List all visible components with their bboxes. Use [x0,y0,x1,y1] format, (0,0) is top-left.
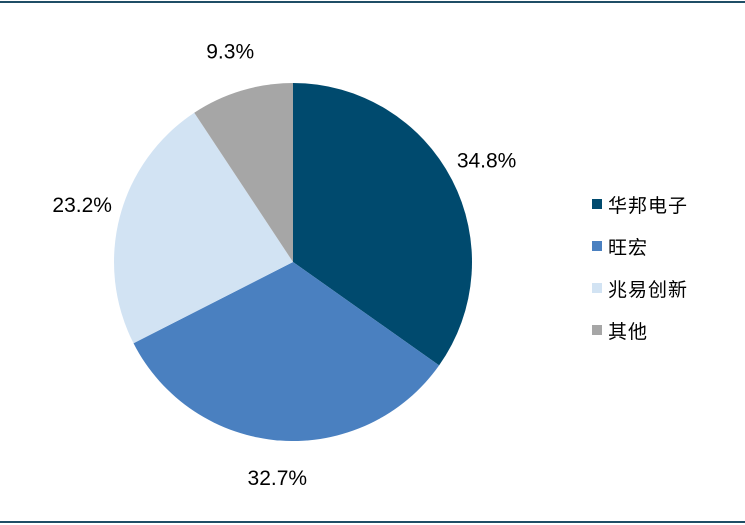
pie-slice-gigadevice [114,112,293,344]
legend-item-winbond: 华邦电子 [592,183,742,225]
pie-slice-macronix [133,262,440,441]
pie-value-label-winbond: 34.8% [457,149,517,172]
top-rule [0,1,745,3]
legend-swatch-winbond [592,199,602,209]
legend: 华邦电子 旺宏 兆易创新 其他 [592,183,742,351]
legend-item-macronix: 旺宏 [592,225,742,267]
legend-swatch-gigadevice [592,283,602,293]
bottom-rule [0,521,745,523]
legend-swatch-macronix [592,241,602,251]
pie-value-labels: 34.8% 32.7% 23.2% 9.3% [52,41,516,490]
pie-slice-others [194,83,293,262]
legend-label-winbond: 华邦电子 [608,194,689,217]
pie-slice-winbond [293,83,472,366]
legend-item-gigadevice: 兆易创新 [592,267,742,309]
pie-value-label-macronix: 32.7% [248,467,308,490]
legend-label-others: 其他 [608,320,649,343]
pie-value-label-others: 9.3% [206,41,254,64]
legend-label-macronix: 旺宏 [608,236,649,259]
pie-value-label-gigadevice: 23.2% [52,194,112,217]
legend-swatch-others [592,325,602,335]
legend-label-gigadevice: 兆易创新 [608,278,689,301]
pie-slices [114,83,472,441]
legend-item-others: 其他 [592,309,742,351]
